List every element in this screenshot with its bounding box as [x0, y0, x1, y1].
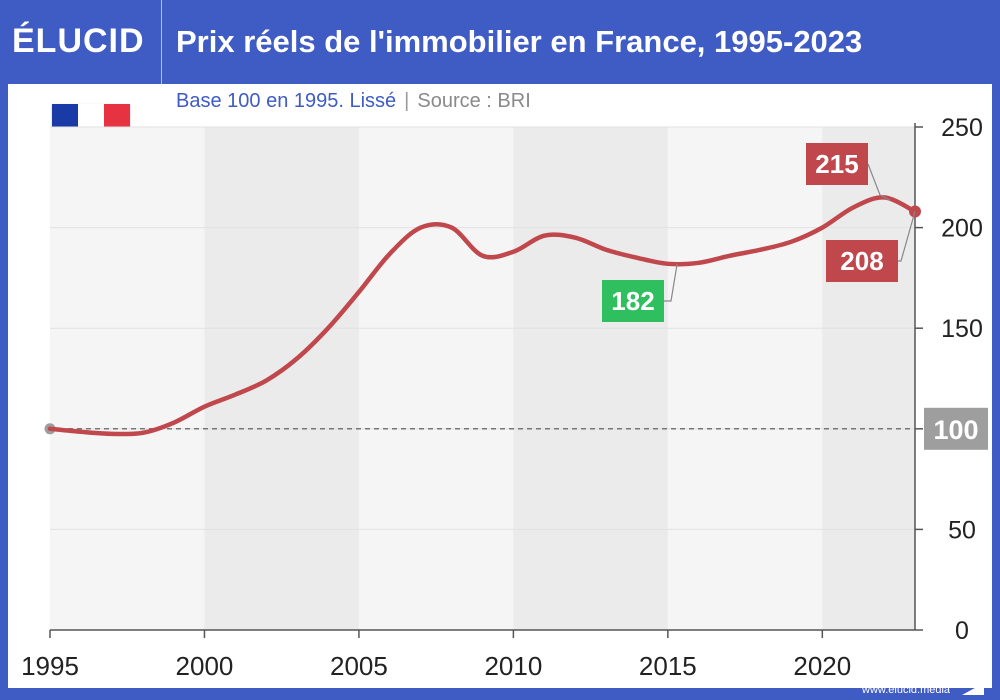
year-band-2015: [667, 127, 823, 630]
y-tick-label-250: 250: [941, 114, 983, 142]
annotation-leader-last: [898, 211, 916, 262]
y-tick-label-0: 0: [955, 617, 969, 645]
annotation-box-max: [806, 143, 868, 185]
elucid-mark-icon: [962, 683, 984, 695]
x-tick-label-2020: 2020: [793, 651, 851, 681]
axes: 0 50 150 200 250 1995 2000 2005 2010 2015 2020: [21, 114, 983, 681]
reference-label-box: [924, 407, 988, 450]
x-tick-label-2015: 2015: [639, 651, 697, 681]
subtitle-base: Base 100 en 1995. Lissé: [176, 90, 397, 112]
brand-logo[interactable]: ÉLUCID: [12, 22, 145, 60]
year-band-2020: [822, 127, 915, 630]
annotation-box-last: [826, 240, 898, 282]
year-band-2005: [358, 127, 514, 630]
footer-url[interactable]: www.elucid.media: [862, 684, 951, 696]
annotation-label-min: 182: [611, 286, 654, 316]
subtitle-separator: |: [404, 90, 410, 112]
x-tick-label-2010: 2010: [484, 651, 542, 681]
annotation-label-last: 208: [840, 246, 883, 276]
series-layer: [44, 195, 921, 437]
annotation-leader-min: [664, 263, 678, 302]
labels-layer: 100 215 208 182: [602, 143, 988, 450]
x-tick-label-2005: 2005: [330, 651, 388, 681]
chart-subtitle: Base 100 en 1995. Lissé | Source : BRI: [176, 90, 531, 113]
y-tick-label-150: 150: [941, 315, 983, 343]
header-bar: ÉLUCID Prix réels de l'immobilier en Fra…: [0, 0, 1000, 84]
y-tick-label-200: 200: [941, 215, 983, 243]
annotation-box-min: [602, 280, 664, 322]
chart-title: Prix réels de l'immobilier en France, 19…: [176, 24, 863, 59]
y-tick-label-50: 50: [948, 516, 976, 544]
year-band-2000: [204, 127, 359, 630]
background-bands: [50, 127, 915, 630]
x-tick-label-1995: 1995: [21, 651, 79, 681]
annotation-leader-max: [867, 163, 891, 201]
year-band-2010: [513, 127, 668, 630]
x-tick-label-2000: 2000: [176, 651, 234, 681]
subtitle-source: Source : BRI: [417, 90, 531, 112]
annotation-label-max: 215: [815, 149, 858, 179]
reference-label-text: 100: [933, 415, 978, 445]
year-band-1995: [50, 127, 205, 630]
header-divider: [161, 0, 162, 84]
series-line-0: [47, 195, 918, 437]
